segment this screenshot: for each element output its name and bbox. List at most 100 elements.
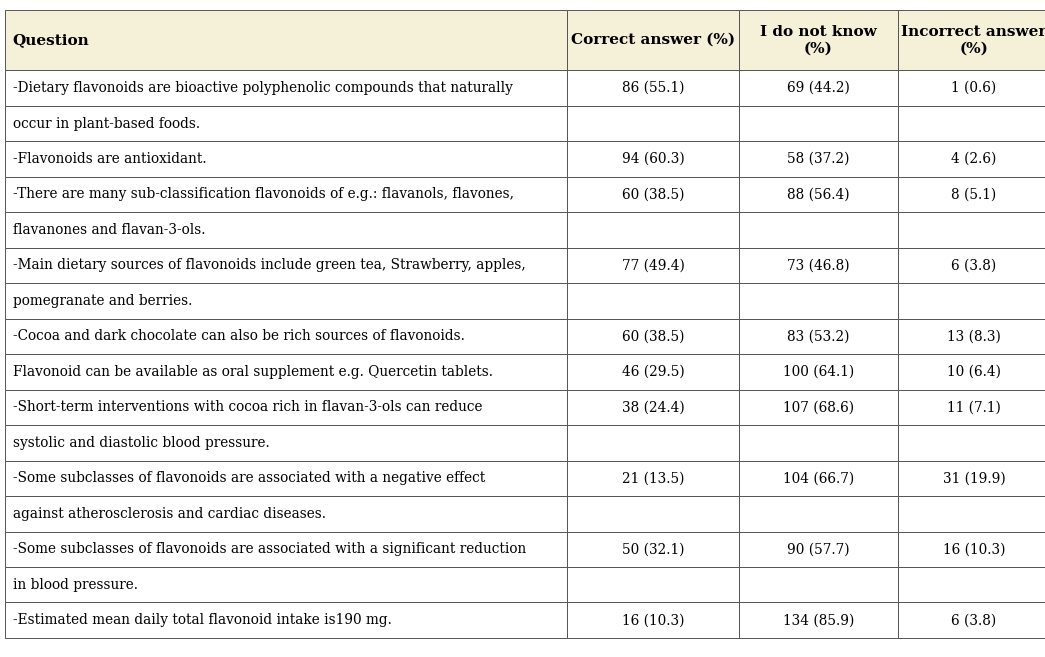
Bar [5, 425, 567, 461]
Text: occur in plant-based foods.: occur in plant-based foods. [13, 116, 200, 131]
Bar [898, 532, 1045, 567]
Bar [567, 283, 739, 319]
Text: flavanones and flavan-3-ols.: flavanones and flavan-3-ols. [13, 223, 205, 237]
Text: 88 (56.4): 88 (56.4) [787, 187, 850, 202]
Text: -Short-term interventions with cocoa rich in flavan-3-ols can reduce: -Short-term interventions with cocoa ric… [13, 400, 482, 415]
Text: 86 (55.1): 86 (55.1) [622, 81, 684, 95]
Text: 11 (7.1): 11 (7.1) [947, 400, 1001, 415]
Text: 16 (10.3): 16 (10.3) [943, 542, 1005, 556]
Bar [567, 212, 739, 248]
Bar [739, 496, 898, 532]
Text: Flavonoid can be available as oral supplement e.g. Quercetin tablets.: Flavonoid can be available as oral suppl… [13, 365, 492, 379]
Bar [739, 602, 898, 638]
Bar [5, 141, 567, 177]
Text: against atherosclerosis and cardiac diseases.: against atherosclerosis and cardiac dise… [13, 507, 326, 521]
Text: systolic and diastolic blood pressure.: systolic and diastolic blood pressure. [13, 436, 270, 450]
Text: -Some subclasses of flavonoids are associated with a significant reduction: -Some subclasses of flavonoids are assoc… [13, 542, 526, 556]
Bar [5, 177, 567, 212]
Text: 77 (49.4): 77 (49.4) [622, 258, 684, 273]
Text: in blood pressure.: in blood pressure. [13, 578, 138, 592]
Text: -Flavonoids are antioxidant.: -Flavonoids are antioxidant. [13, 152, 206, 166]
Bar [898, 212, 1045, 248]
Bar [567, 602, 739, 638]
Bar [567, 177, 739, 212]
Bar [567, 106, 739, 141]
Bar [898, 10, 1045, 70]
Bar [567, 461, 739, 496]
Text: 100 (64.1): 100 (64.1) [783, 365, 854, 379]
Text: 16 (10.3): 16 (10.3) [622, 613, 684, 627]
Text: Question: Question [13, 33, 89, 47]
Bar [5, 319, 567, 354]
Bar [567, 248, 739, 283]
Bar [5, 496, 567, 532]
Bar [567, 567, 739, 602]
Text: 38 (24.4): 38 (24.4) [622, 400, 684, 415]
Bar [5, 461, 567, 496]
Bar [898, 319, 1045, 354]
Text: -Main dietary sources of flavonoids include green tea, Strawberry, apples,: -Main dietary sources of flavonoids incl… [13, 258, 526, 273]
Bar [898, 283, 1045, 319]
Bar [567, 10, 739, 70]
Text: 58 (37.2): 58 (37.2) [787, 152, 850, 166]
Bar [898, 496, 1045, 532]
Text: -There are many sub-classification flavonoids of e.g.: flavanols, flavones,: -There are many sub-classification flavo… [13, 187, 513, 202]
Text: 1 (0.6): 1 (0.6) [951, 81, 997, 95]
Bar [739, 354, 898, 390]
Bar [5, 10, 567, 70]
Bar [5, 212, 567, 248]
Bar [739, 425, 898, 461]
Bar [567, 70, 739, 106]
Bar [898, 602, 1045, 638]
Text: 107 (68.6): 107 (68.6) [783, 400, 854, 415]
Bar [5, 602, 567, 638]
Bar [5, 390, 567, 425]
Bar [898, 141, 1045, 177]
Text: 134 (85.9): 134 (85.9) [783, 613, 854, 627]
Text: 60 (38.5): 60 (38.5) [622, 329, 684, 344]
Bar [739, 212, 898, 248]
Bar [567, 532, 739, 567]
Bar [567, 390, 739, 425]
Text: 6 (3.8): 6 (3.8) [951, 258, 997, 273]
Bar [739, 177, 898, 212]
Text: -Dietary flavonoids are bioactive polyphenolic compounds that naturally: -Dietary flavonoids are bioactive polyph… [13, 81, 512, 95]
Bar [5, 106, 567, 141]
Bar [739, 532, 898, 567]
Text: Correct answer (%): Correct answer (%) [571, 33, 736, 47]
Text: 83 (53.2): 83 (53.2) [787, 329, 850, 344]
Bar [5, 567, 567, 602]
Text: 94 (60.3): 94 (60.3) [622, 152, 684, 166]
Text: -Some subclasses of flavonoids are associated with a negative effect: -Some subclasses of flavonoids are assoc… [13, 471, 485, 486]
Text: -Estimated mean daily total flavonoid intake is190 mg.: -Estimated mean daily total flavonoid in… [13, 613, 392, 627]
Bar [739, 70, 898, 106]
Bar [567, 425, 739, 461]
Bar [739, 248, 898, 283]
Bar [898, 70, 1045, 106]
Text: Incorrect answer
(%): Incorrect answer (%) [901, 25, 1045, 55]
Text: 90 (57.7): 90 (57.7) [787, 542, 850, 556]
Text: 104 (66.7): 104 (66.7) [783, 471, 854, 486]
Text: I do not know
(%): I do not know (%) [760, 25, 877, 55]
Bar [739, 390, 898, 425]
Bar [567, 319, 739, 354]
Bar [898, 248, 1045, 283]
Bar [898, 106, 1045, 141]
Text: 21 (13.5): 21 (13.5) [622, 471, 684, 486]
Bar [898, 567, 1045, 602]
Bar [5, 248, 567, 283]
Bar [739, 461, 898, 496]
Text: 6 (3.8): 6 (3.8) [951, 613, 997, 627]
Bar [567, 354, 739, 390]
Bar [5, 354, 567, 390]
Bar [898, 390, 1045, 425]
Bar [898, 461, 1045, 496]
Bar [898, 177, 1045, 212]
Bar [5, 283, 567, 319]
Bar [898, 354, 1045, 390]
Bar [739, 141, 898, 177]
Text: 31 (19.9): 31 (19.9) [943, 471, 1005, 486]
Text: 46 (29.5): 46 (29.5) [622, 365, 684, 379]
Bar [5, 70, 567, 106]
Bar [739, 319, 898, 354]
